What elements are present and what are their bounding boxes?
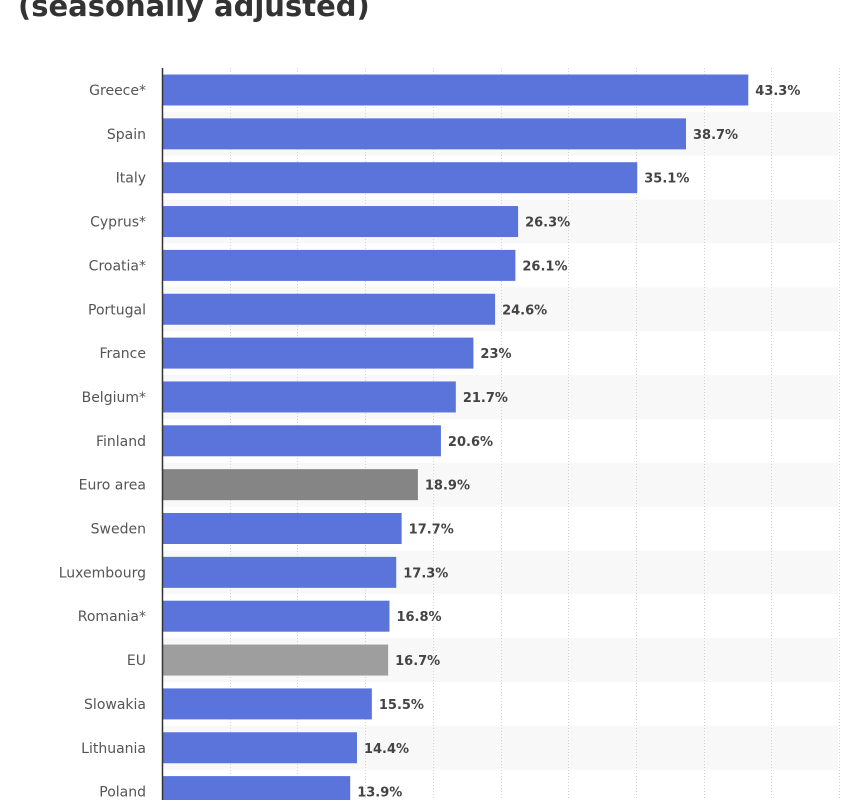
data-label: 35.1% [644, 172, 689, 187]
data-label: 26.3% [525, 216, 570, 231]
data-label: 23% [480, 347, 511, 362]
category-labels: Greece* Spain Italy Cyprus* Croatia* Portugal… [59, 83, 146, 800]
data-label: 17.3% [403, 566, 448, 581]
data-label: 16.8% [396, 610, 441, 625]
bar [162, 469, 418, 501]
category-label: Greece* [89, 83, 146, 99]
category-label: Lithuania [81, 741, 146, 757]
bar [162, 118, 686, 150]
data-label: 20.6% [448, 435, 493, 450]
category-label: Croatia* [89, 258, 146, 274]
data-label: 24.6% [502, 303, 547, 318]
category-label: Poland [99, 785, 146, 800]
category-label: EU [127, 653, 146, 669]
bar [162, 732, 357, 764]
bar [162, 688, 372, 720]
data-label: 26.1% [522, 259, 567, 274]
bar [162, 249, 516, 281]
bar [162, 776, 351, 800]
category-label: Spain [107, 127, 146, 143]
category-label: Luxembourg [59, 565, 146, 581]
category-label: Sweden [91, 522, 146, 538]
category-label: France [99, 346, 146, 362]
category-label: Euro area [79, 478, 146, 494]
category-label: Italy [116, 171, 146, 187]
data-label: 14.4% [364, 742, 409, 757]
category-label: Slowakia [84, 697, 146, 713]
bar [162, 162, 638, 194]
category-label: Cyprus* [90, 215, 146, 231]
bars [162, 74, 749, 800]
category-label: Belgium* [82, 390, 146, 406]
data-label: 16.7% [395, 654, 440, 669]
bar [162, 513, 402, 544]
data-label: 15.5% [379, 698, 424, 713]
bar [162, 381, 456, 413]
bar [162, 74, 749, 106]
bar [162, 644, 389, 676]
chart-title: (seasonally adjusted) [18, 0, 370, 23]
data-label: 38.7% [693, 128, 738, 143]
bar [162, 556, 397, 588]
bar [162, 337, 474, 369]
bar [162, 293, 496, 325]
value-labels: 43.3% 38.7% 35.1% 26.3% 26.1% 24.6% 23% 21.7% 20… [357, 84, 800, 800]
category-label: Portugal [88, 302, 146, 318]
bar [162, 600, 390, 632]
category-label: Finland [96, 434, 146, 450]
data-label: 43.3% [755, 84, 800, 99]
data-label: 13.9% [357, 786, 402, 800]
bar [162, 425, 441, 457]
data-label: 21.7% [463, 391, 508, 406]
data-label: 17.7% [409, 523, 454, 538]
data-label: 18.9% [425, 479, 470, 494]
category-label: Romania* [78, 609, 146, 625]
bar [162, 206, 519, 238]
